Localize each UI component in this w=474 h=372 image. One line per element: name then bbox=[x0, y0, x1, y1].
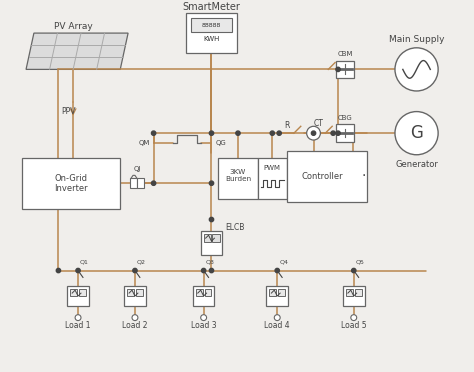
Text: SmartMeter: SmartMeter bbox=[182, 1, 240, 12]
Text: Q3: Q3 bbox=[206, 259, 215, 264]
Circle shape bbox=[75, 315, 81, 321]
Text: Load 5: Load 5 bbox=[341, 321, 366, 330]
Bar bbox=[343, 286, 365, 306]
Bar bbox=[266, 286, 288, 306]
Circle shape bbox=[236, 131, 240, 135]
Bar bbox=[219, 158, 257, 199]
Circle shape bbox=[201, 268, 206, 273]
Text: QJ: QJ bbox=[133, 167, 141, 173]
Circle shape bbox=[151, 131, 156, 135]
Bar bbox=[191, 18, 232, 32]
Circle shape bbox=[352, 268, 356, 273]
Circle shape bbox=[56, 268, 61, 273]
Text: QG: QG bbox=[215, 140, 226, 146]
Circle shape bbox=[76, 268, 80, 273]
Text: Q1: Q1 bbox=[80, 259, 89, 264]
Bar bbox=[257, 158, 287, 199]
Bar bbox=[79, 289, 86, 296]
Bar bbox=[22, 158, 120, 209]
Text: Load 4: Load 4 bbox=[264, 321, 290, 330]
Circle shape bbox=[395, 48, 438, 91]
Text: CT: CT bbox=[313, 119, 323, 128]
Bar bbox=[201, 231, 222, 255]
Circle shape bbox=[277, 131, 282, 135]
Text: 3KW
Burden: 3KW Burden bbox=[225, 169, 251, 182]
Bar bbox=[136, 289, 143, 296]
Bar bbox=[70, 289, 77, 296]
Bar bbox=[355, 289, 362, 296]
Text: KWH: KWH bbox=[203, 36, 219, 42]
Bar bbox=[212, 234, 220, 242]
Circle shape bbox=[275, 268, 279, 273]
Bar bbox=[336, 124, 354, 142]
Bar bbox=[346, 289, 353, 296]
Circle shape bbox=[132, 315, 138, 321]
Text: Load 1: Load 1 bbox=[65, 321, 91, 330]
Circle shape bbox=[210, 217, 214, 222]
Circle shape bbox=[133, 268, 137, 273]
Bar bbox=[205, 289, 211, 296]
Circle shape bbox=[311, 131, 316, 135]
Bar bbox=[124, 286, 146, 306]
Circle shape bbox=[210, 268, 214, 273]
Bar bbox=[67, 286, 89, 306]
Bar bbox=[269, 289, 276, 296]
Text: Q2: Q2 bbox=[137, 259, 146, 264]
Circle shape bbox=[395, 112, 438, 155]
Text: PV Array: PV Array bbox=[54, 22, 92, 31]
Circle shape bbox=[210, 181, 214, 185]
Text: On-Grid
Inverter: On-Grid Inverter bbox=[55, 173, 88, 193]
Text: PPV: PPV bbox=[61, 107, 76, 116]
Text: Q5: Q5 bbox=[356, 259, 365, 264]
Circle shape bbox=[336, 67, 340, 71]
Text: 88888: 88888 bbox=[202, 23, 221, 28]
Text: Main Supply: Main Supply bbox=[389, 35, 444, 45]
Text: G: G bbox=[410, 124, 423, 142]
Text: PWM: PWM bbox=[264, 164, 281, 170]
Bar bbox=[130, 178, 137, 188]
Circle shape bbox=[351, 315, 357, 321]
Polygon shape bbox=[26, 33, 128, 70]
Circle shape bbox=[336, 131, 340, 135]
Bar bbox=[204, 234, 211, 242]
Circle shape bbox=[270, 131, 274, 135]
Bar bbox=[137, 178, 144, 188]
Text: ELCB: ELCB bbox=[225, 223, 245, 232]
Bar bbox=[196, 289, 203, 296]
Bar bbox=[193, 286, 214, 306]
Bar bbox=[278, 289, 285, 296]
Circle shape bbox=[274, 315, 280, 321]
Text: CBM: CBM bbox=[337, 51, 353, 57]
Text: Load 3: Load 3 bbox=[191, 321, 217, 330]
Circle shape bbox=[210, 131, 214, 135]
Text: Controller: Controller bbox=[301, 172, 343, 181]
Text: Q4: Q4 bbox=[279, 259, 288, 264]
Bar bbox=[127, 289, 134, 296]
Text: QM: QM bbox=[138, 140, 150, 146]
Circle shape bbox=[331, 131, 335, 135]
Circle shape bbox=[201, 315, 207, 321]
Circle shape bbox=[151, 181, 156, 185]
Text: Load 2: Load 2 bbox=[122, 321, 148, 330]
Bar bbox=[186, 13, 237, 53]
Circle shape bbox=[307, 126, 320, 140]
Bar bbox=[287, 151, 367, 202]
Text: R: R bbox=[284, 121, 290, 130]
Text: CBG: CBG bbox=[337, 115, 352, 121]
Text: ·: · bbox=[361, 169, 366, 183]
Text: Generator: Generator bbox=[395, 160, 438, 169]
Bar bbox=[336, 61, 354, 78]
